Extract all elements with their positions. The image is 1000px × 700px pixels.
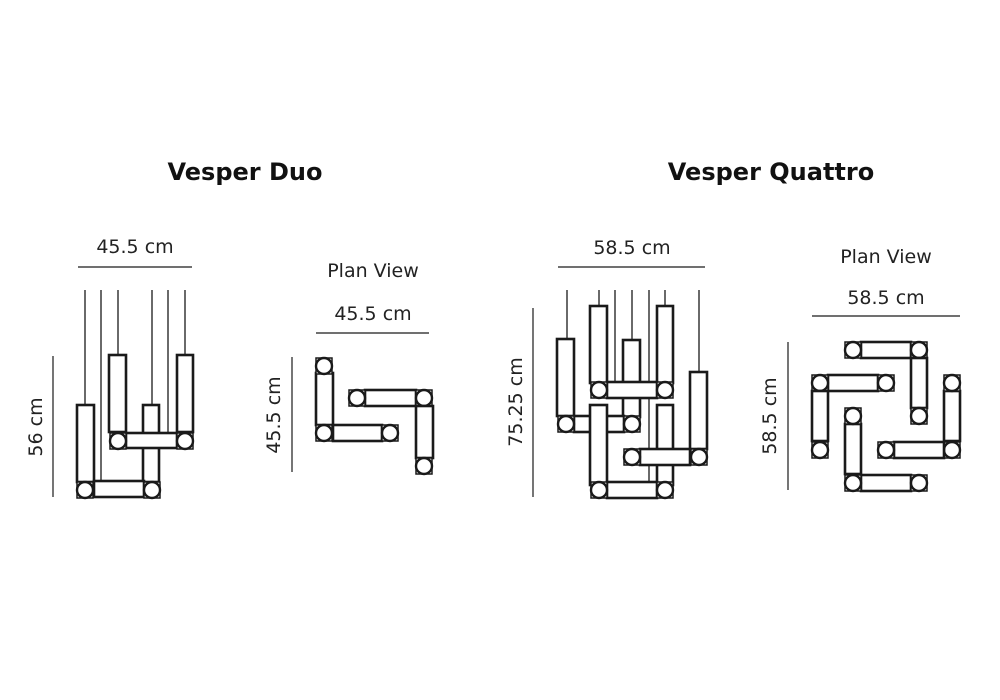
bulb: [142, 480, 162, 500]
tube: [363, 388, 418, 408]
tube: [92, 479, 146, 499]
bulb: [876, 440, 896, 460]
bulb: [622, 447, 642, 467]
tube: [107, 353, 128, 434]
tube: [605, 380, 659, 400]
quattro-front-height-label: 75.25 cm: [505, 357, 527, 446]
bulb: [942, 373, 962, 393]
bulb: [655, 480, 675, 500]
bulb: [909, 406, 929, 426]
duo-front-height-label: 56 cm: [25, 397, 47, 456]
tube: [331, 423, 384, 443]
tube: [588, 304, 609, 385]
tube: [638, 447, 692, 467]
bulb: [689, 447, 709, 467]
bulb: [75, 480, 95, 500]
duo-title: Vesper Duo: [168, 158, 323, 186]
bulb: [414, 456, 434, 476]
tube: [859, 340, 913, 360]
bulb: [909, 473, 929, 493]
bulb: [175, 431, 195, 451]
duo-plan-width-label: 45.5 cm: [334, 303, 411, 325]
tube: [75, 403, 96, 484]
quattro-plan-width-label: 58.5 cm: [847, 287, 924, 309]
tube: [175, 353, 195, 434]
tube: [826, 373, 880, 393]
bulb: [942, 440, 962, 460]
tube: [605, 480, 659, 500]
bulb: [380, 423, 400, 443]
bulb: [108, 431, 128, 451]
quattro-plan-title: Plan View: [840, 246, 932, 268]
duo-front-width-label: 45.5 cm: [96, 236, 173, 258]
tube: [942, 389, 962, 443]
bulb: [810, 373, 830, 393]
bulb: [843, 406, 863, 426]
bulb: [347, 388, 367, 408]
duo-plan-title: Plan View: [327, 260, 419, 282]
quattro-plan-depth-label: 58.5 cm: [759, 377, 781, 454]
tube: [843, 422, 863, 476]
tube: [892, 440, 946, 460]
quattro-front-width-label: 58.5 cm: [593, 237, 670, 259]
bulb: [810, 440, 830, 460]
bulb: [556, 414, 576, 434]
tube: [655, 304, 675, 385]
quattro-title: Vesper Quattro: [668, 158, 874, 186]
bulb: [655, 380, 675, 400]
bulb: [876, 373, 896, 393]
bulb: [314, 423, 334, 443]
tube: [314, 371, 335, 427]
bulb: [843, 473, 863, 493]
tube: [655, 403, 675, 487]
duo-plan-depth-label: 45.5 cm: [263, 376, 285, 453]
tube: [909, 356, 929, 410]
bulb: [843, 340, 863, 360]
bulb: [622, 414, 642, 434]
tube: [810, 389, 830, 443]
bulb: [589, 480, 609, 500]
bulb: [909, 340, 929, 360]
lamp-drawings: [52, 266, 962, 500]
tube: [124, 431, 179, 450]
tube: [414, 404, 435, 460]
tube: [621, 338, 642, 419]
tube: [688, 370, 709, 451]
bulb: [589, 380, 609, 400]
bulb: [314, 356, 334, 376]
tube: [588, 403, 609, 487]
tube: [859, 473, 913, 493]
bulb: [414, 388, 434, 408]
tube: [555, 337, 576, 418]
